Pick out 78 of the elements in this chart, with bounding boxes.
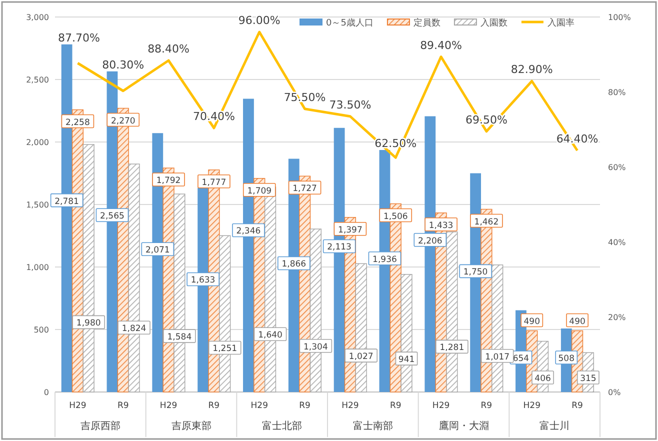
data-label: 2,270 [110,116,136,126]
x-tick-label: R9 [299,401,310,411]
data-label: 490 [524,316,540,327]
data-label: 1,777 [202,178,226,188]
data-label: 80.30% [102,58,144,72]
data-label: 1,640 [258,330,282,341]
y2-tick-label: 20% [608,313,626,322]
y2-tick-label: 60% [608,163,626,172]
legend-label: 入園数 [480,18,508,28]
data-label: 2,346 [236,226,261,237]
y2-tick-label: 100% [608,13,632,22]
text: 富士南部 [352,420,393,432]
data-label: 1,980 [76,318,101,329]
data-label: 96.00% [238,14,280,27]
x-tick-label: H29 [69,401,86,411]
x-tick-label: R9 [208,401,220,411]
data-label: 82.90% [510,63,553,76]
y-tick-label: 1,500 [26,200,49,210]
data-label: 1,304 [304,342,328,352]
text: 吉原東部 [171,420,212,432]
data-label: 508 [558,354,575,364]
x-tick-label: H29 [523,401,540,411]
data-label: 73.50% [329,98,372,112]
data-label: 1,506 [383,212,408,222]
legend-label: 入園率 [547,18,574,28]
y-tick-label: 1,000 [26,263,49,272]
data-label: 1,866 [282,260,306,270]
legend-label: 0～5歳人口 [326,18,374,28]
data-label: 2,565 [100,212,124,222]
data-label: 2,258 [66,118,90,128]
data-label: 2,071 [145,246,170,256]
y2-tick-label: 40% [608,238,626,247]
data-label: 1,750 [463,268,488,278]
data-label: 1,251 [212,344,238,354]
data-label: 1,017 [485,352,510,362]
y-tick-label: 500 [34,326,49,334]
data-label: 2,781 [54,196,79,207]
y-tick-label: 2,000 [26,138,49,147]
data-label: 1,824 [122,324,146,334]
x-tick-label: H29 [250,401,268,411]
data-label: 315 [580,374,596,384]
y2-tick-label: 80% [608,88,626,97]
data-label: 87.70% [58,31,100,44]
data-label: 1,936 [372,254,397,265]
data-label: 1,709 [247,186,272,196]
text: 富士北部 [262,420,302,432]
text: 鷹岡・大淵 [438,420,489,432]
data-label: 654 [512,354,530,364]
data-label: 1,462 [474,217,499,228]
x-tick-label: R9 [117,401,129,411]
x-tick-label: H29 [160,401,178,411]
data-label: 1,397 [338,225,362,236]
y-tick-label: 0 [44,388,49,397]
data-label: 1,027 [348,352,374,362]
y-tick-label: 2,500 [26,76,49,84]
data-label: 1,433 [428,220,454,231]
text: 富士川 [540,420,570,432]
data-label: 1,727 [292,184,317,194]
y-tick-label: 3,000 [26,13,49,22]
legend-label: 定員数 [413,18,440,28]
x-tick-label: H29 [432,401,450,411]
data-label: 1,792 [156,176,181,186]
data-label: 1,633 [190,276,216,286]
data-label: 1,281 [440,343,464,354]
data-label: 89.40% [420,38,462,52]
x-tick-label: H29 [342,401,359,411]
data-label: 88.40% [148,42,190,56]
data-label: 2,206 [418,236,442,246]
x-tick-label: R9 [390,401,402,411]
data-label: 941 [398,355,415,366]
text: 吉原西部 [80,420,120,432]
x-tick-label: R9 [572,401,583,411]
data-label: 2,113 [327,242,352,253]
y2-tick-label: 0% [608,388,622,397]
data-label: 1,584 [167,332,192,343]
x-tick-label: R9 [480,401,492,411]
data-label: 490 [569,316,586,327]
data-label: 406 [534,374,551,384]
